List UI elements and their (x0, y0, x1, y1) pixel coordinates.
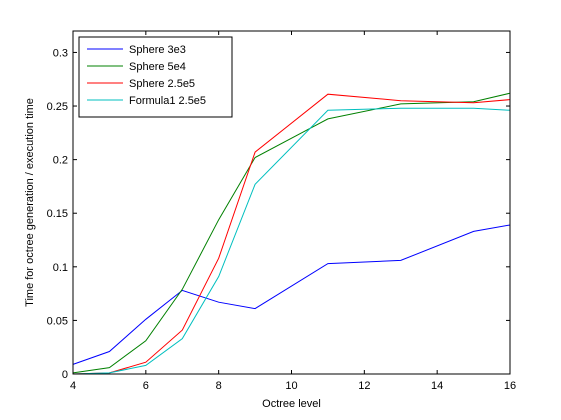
x-tick-label: 16 (504, 380, 516, 392)
series-layer (72, 92, 511, 375)
legend: Sphere 3e3 Sphere 5e4 Sphere 2.5e5 Formula1… (78, 36, 233, 118)
x-tick-label: 14 (431, 380, 443, 392)
x-tick-label: 6 (143, 380, 149, 392)
y-axis-label: Time for octree generation / execution t… (24, 98, 36, 307)
legend-entry-label: Sphere 3e3 (129, 44, 186, 56)
series-line-1 (72, 224, 511, 365)
series-line-3 (72, 93, 511, 375)
y-tick-label: 0.2 (53, 155, 68, 167)
legend-entry-label: Sphere 2.5e5 (129, 78, 195, 90)
y-tick-label: 0.05 (47, 315, 68, 327)
x-tick-label: 4 (70, 380, 76, 392)
tick-layer: 4 6 8 10 12 14 16 0 0.05 0.1 0.15 0.2 0.25 0.3 (47, 31, 516, 392)
x-tick-label: 8 (216, 380, 222, 392)
y-tick-label: 0.25 (47, 101, 68, 113)
y-tick-label: 0 (62, 369, 68, 381)
x-tick-label: 10 (285, 380, 297, 392)
legend-entry-label: Sphere 5e4 (129, 61, 186, 73)
legend-entry-label: Formula1 2.5e5 (129, 95, 206, 107)
series-line-2 (72, 92, 511, 374)
legend-box (78, 36, 233, 118)
x-axis-label: Octree level (262, 398, 321, 410)
x-tick-label: 12 (358, 380, 370, 392)
y-tick-label: 0.15 (47, 208, 68, 220)
y-tick-label: 0.1 (53, 262, 68, 274)
y-tick-label: 0.3 (53, 47, 68, 59)
series-line-4 (72, 107, 511, 375)
